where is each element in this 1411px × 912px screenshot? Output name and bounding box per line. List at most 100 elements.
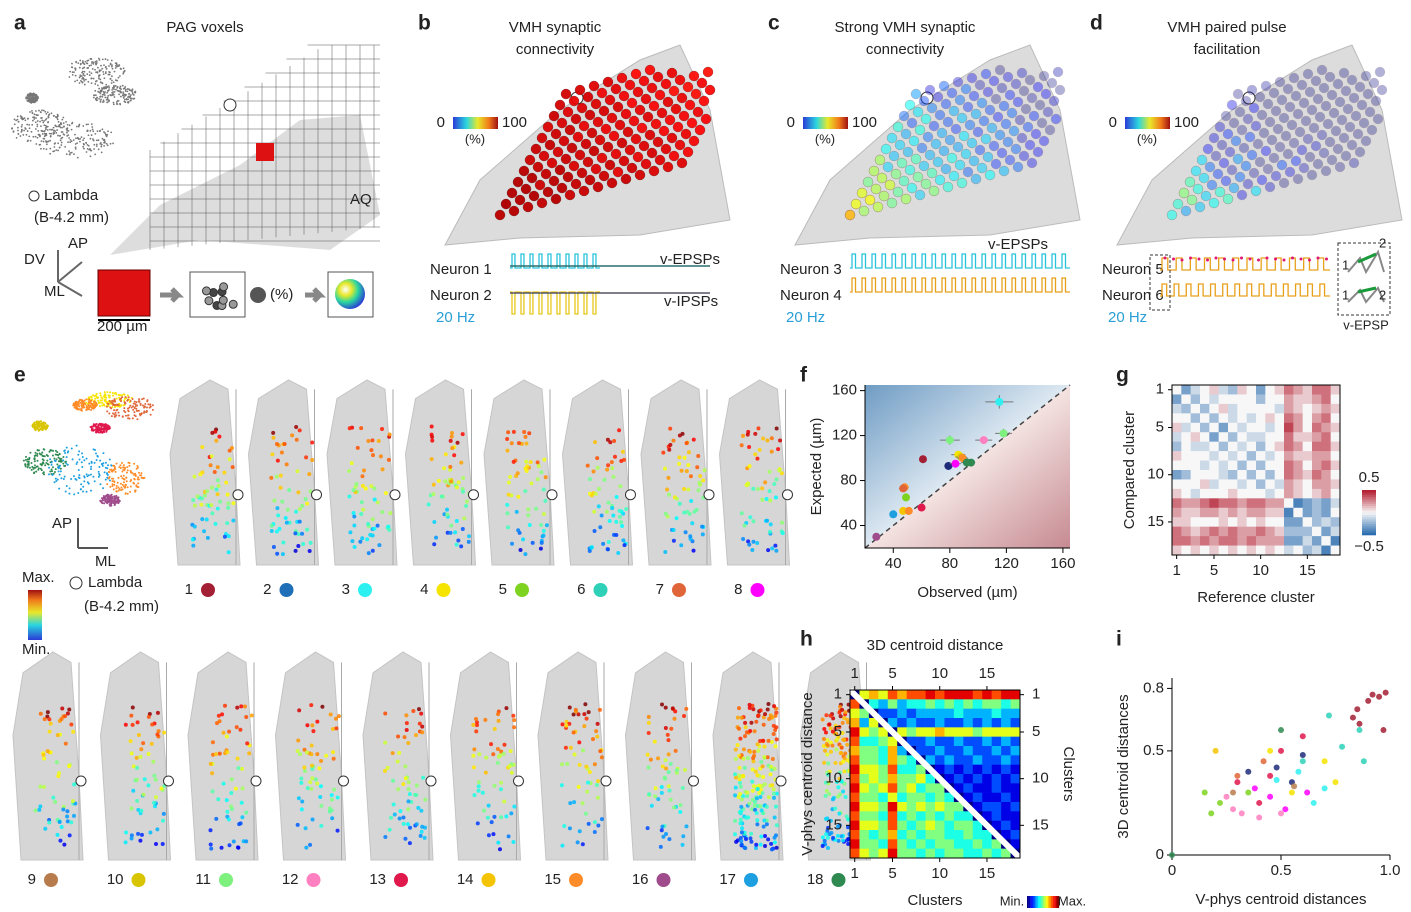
heatmap-cell [1209,423,1219,433]
umap-dot [62,117,64,119]
heatmap-cell [1303,470,1313,480]
cluster-neuron [347,469,351,473]
neuron-sphere [1279,113,1289,123]
heatmap-cell [935,830,945,840]
cluster-neuron [210,511,214,515]
cluster-neuron [210,431,214,435]
cluster-neuron [744,725,748,729]
umap-dot [85,61,87,63]
neuron-sphere [543,122,553,132]
heatmap-cell [1181,385,1191,395]
heatmap-cell [1321,546,1331,556]
neuron-sphere [1045,125,1055,135]
peak-dot [1206,259,1209,262]
cluster-neuron [334,726,338,730]
colorbar-cell [1033,896,1035,908]
point [1274,765,1280,771]
cluster-neuron [275,442,279,446]
cluster-neuron [537,464,541,468]
cluster-neuron [583,702,587,706]
umap-dot [132,409,134,411]
cluster-neuron [196,494,200,498]
cluster-neuron [733,793,737,797]
cluster-neuron [269,476,273,480]
neuron-sphere [1213,169,1223,179]
point [1245,790,1251,796]
heatmap-cell [963,727,973,737]
neuron-sphere [1031,129,1041,139]
umap-dot [110,498,112,500]
voxel-cube [98,270,150,316]
heatmap-cell [1001,774,1011,784]
panel-label: a [14,12,26,35]
neuron-sphere [591,99,601,109]
umap-dot [43,124,45,126]
neuron-sphere [631,69,641,79]
neuron-sphere [895,140,905,150]
heatmap-cell [1331,423,1341,433]
cluster-neuron [661,765,665,769]
umap-dot [67,452,69,454]
umap-dot [45,133,47,135]
heatmap-cell [878,793,888,803]
neuron-sphere [603,77,613,87]
cluster-neuron [672,717,676,721]
umap-dot [45,127,47,129]
neuron-sphere [1365,107,1375,117]
stim-trace [1160,284,1330,296]
cluster-neuron [419,834,423,838]
cluster-neuron [511,840,515,844]
heatmap-cell [1265,385,1275,395]
umap-dot [43,459,45,461]
cluster-neuron [286,508,290,512]
neuron-sphere [661,79,671,89]
heatmap-cell [1200,546,1210,556]
cluster-neuron [668,427,672,431]
umap-dot [30,102,32,104]
heatmap-cell [982,839,992,849]
cluster-neuron [135,766,139,770]
umap-dot [102,462,104,464]
heatmap-cell [1172,536,1182,546]
umap-dot [95,81,97,83]
umap-dot [78,450,80,452]
umap-dot [87,148,89,150]
neuron-sphere [1013,162,1023,172]
umap-dot [102,452,104,454]
cluster-neuron [760,808,764,812]
x-tick-label: 1.0 [1380,862,1401,879]
cluster-neuron [780,521,784,525]
stim-trace [850,254,1070,268]
peak-dot [1172,258,1175,261]
cluster-neuron [506,430,510,434]
umap-dot [18,121,20,123]
umap-dot [42,130,44,132]
umap-dot [125,415,127,417]
y-tick-label: 1 [834,686,842,703]
heatmap-cell [1001,821,1011,831]
cluster-neuron [828,722,832,726]
heatmap-cell [992,746,1002,756]
heatmap-cell [1191,451,1201,461]
lambda-coord: (B-4.2 mm) [34,209,109,226]
neuron-sphere [525,155,535,165]
cluster-neuron [653,794,657,798]
lambda-marker [776,776,786,786]
cluster-neuron [294,510,298,514]
neuron-sphere [1251,186,1261,196]
cluster-neuron [309,752,313,756]
peak-dot [1198,258,1201,261]
heatmap-cell [1237,432,1247,442]
neuron-sphere [609,131,619,141]
umap-dot [46,141,48,143]
peak-dot [1223,258,1226,261]
peak-dot [1189,257,1192,260]
heatmap-cell [1001,811,1011,821]
cluster-neuron [772,482,776,486]
umap-dot [98,78,100,80]
heatmap-cell [916,699,926,709]
umap-dot [129,405,131,407]
neuron-sphere [989,76,999,86]
heatmap-cell [973,830,983,840]
y-tick-label: 80 [840,472,857,489]
